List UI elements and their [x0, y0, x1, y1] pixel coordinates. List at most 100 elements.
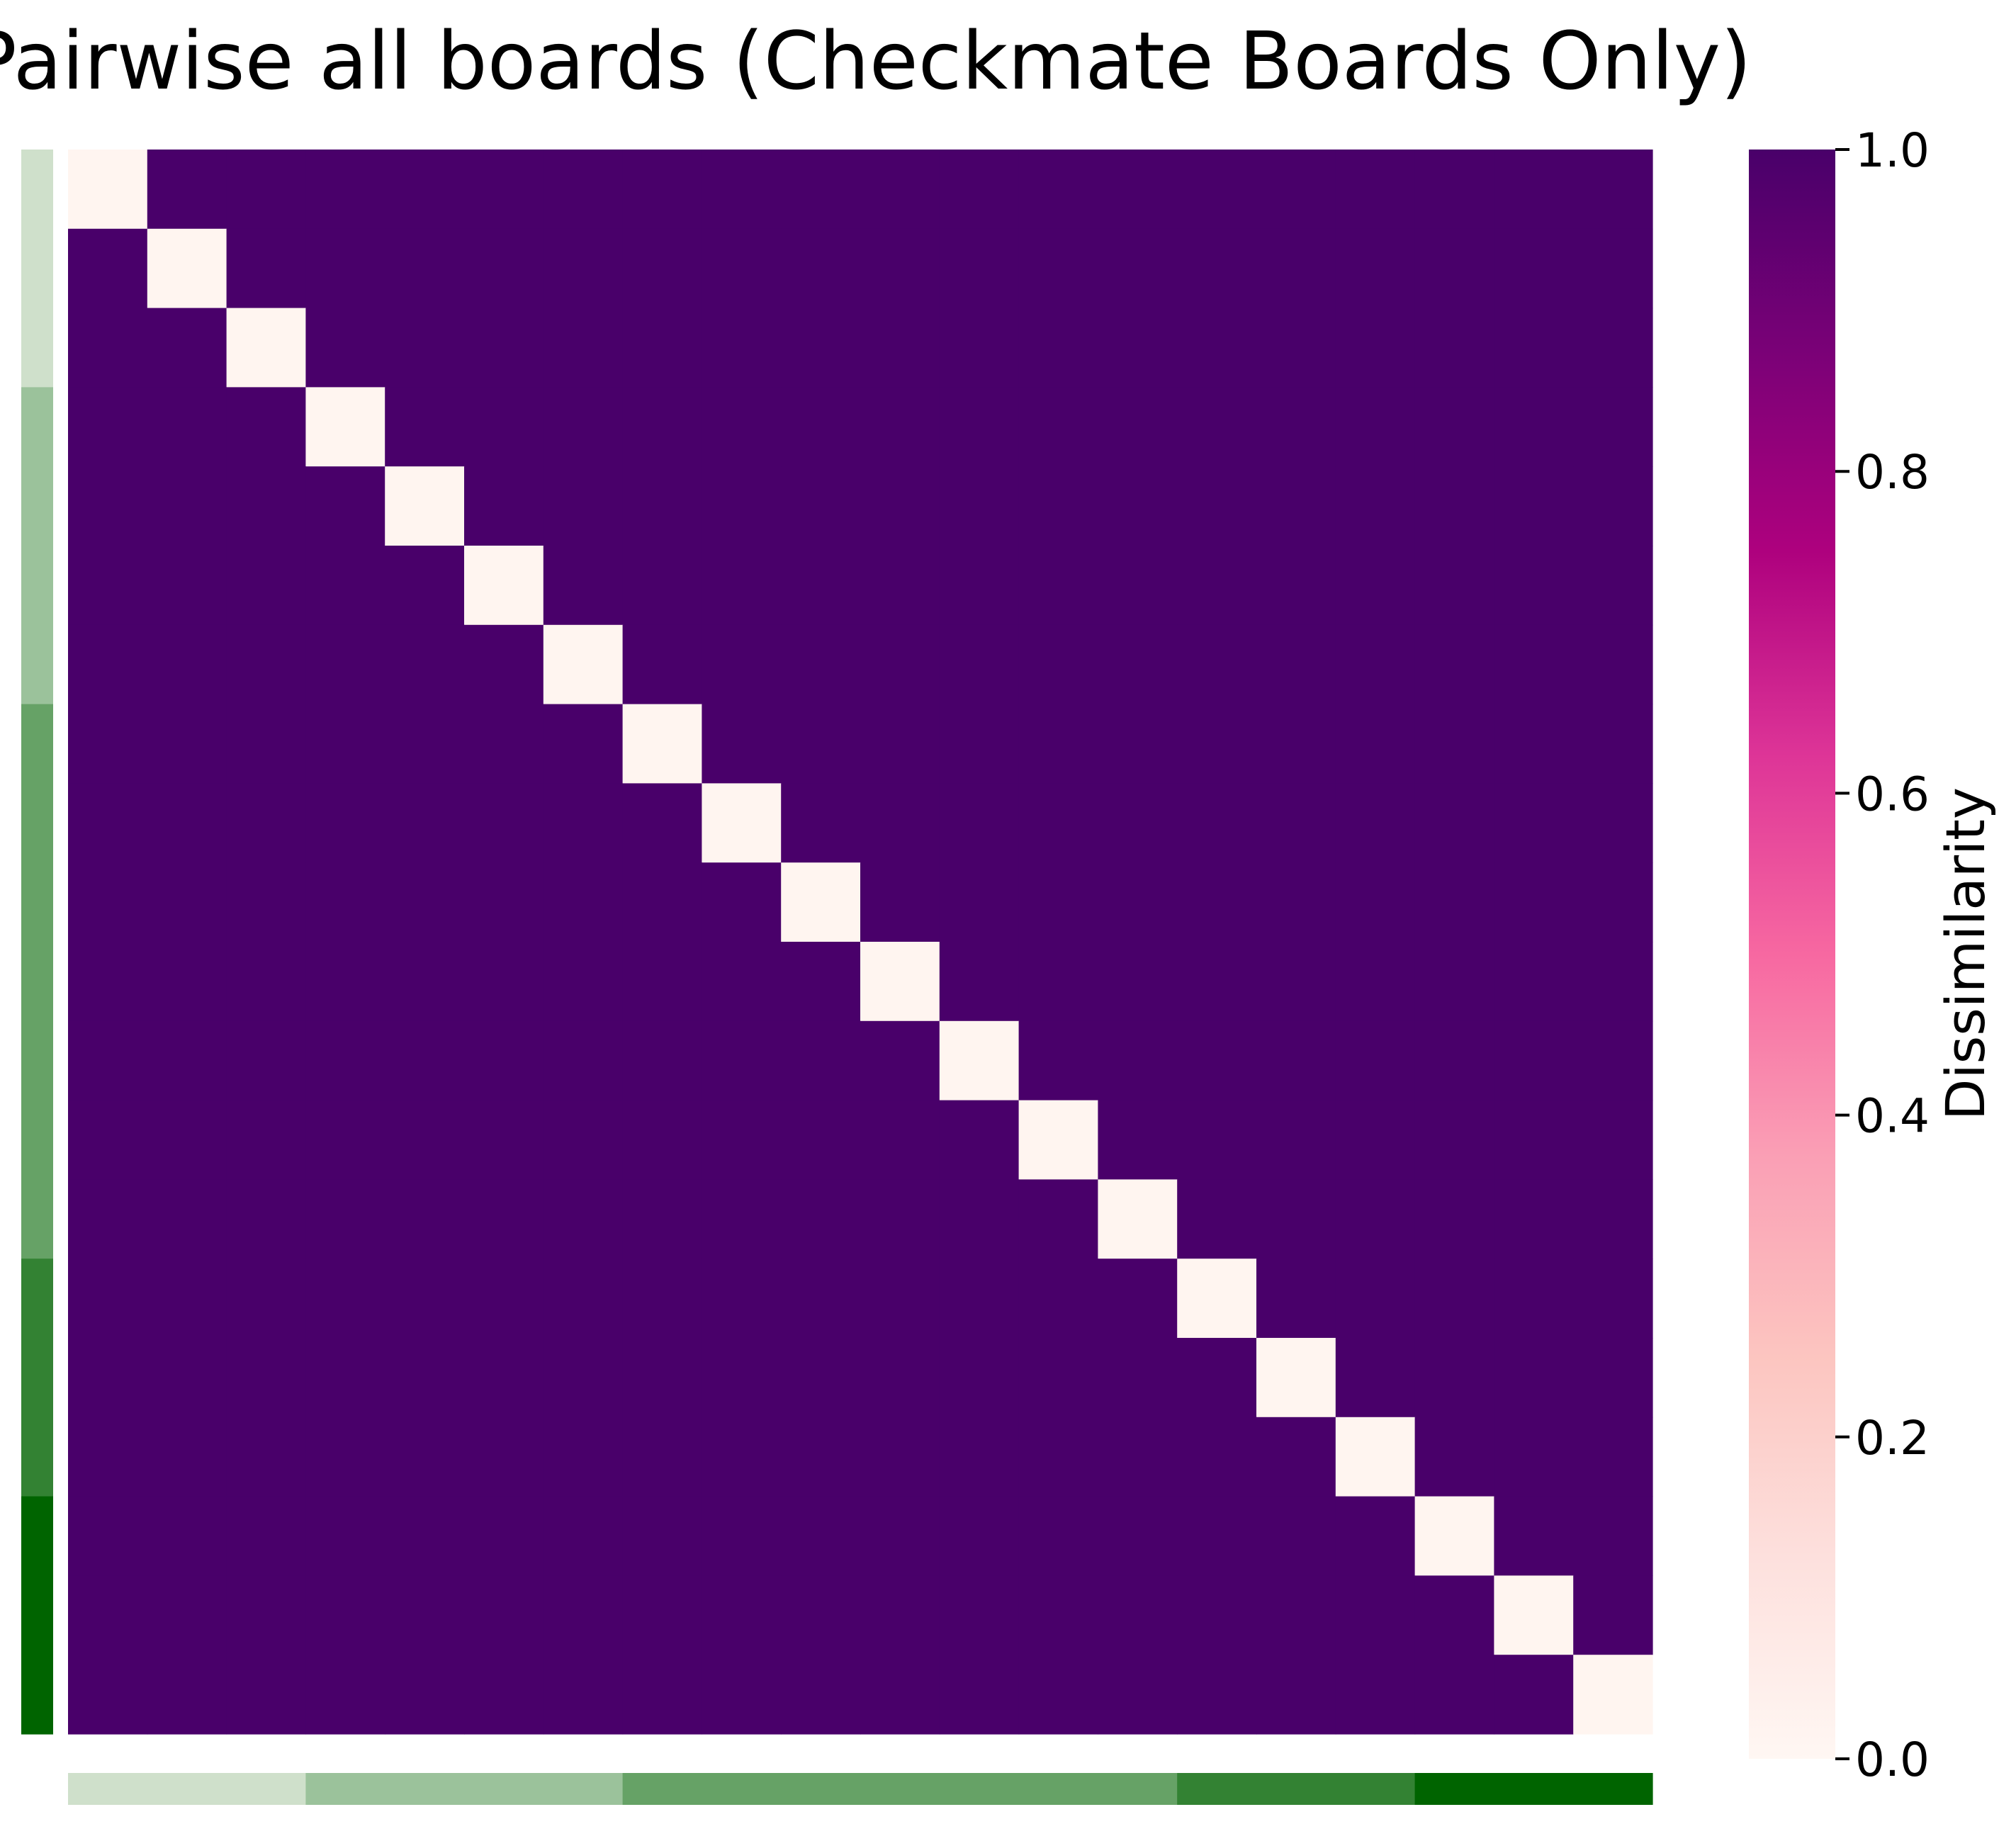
heatmap-cell: [1335, 1496, 1416, 1576]
heatmap-cell: [781, 1338, 861, 1418]
heatmap-cell: [622, 228, 702, 309]
heatmap-cell: [1414, 1020, 1494, 1101]
heatmap-cell: [1098, 1259, 1178, 1339]
heatmap-cell: [860, 1417, 940, 1497]
heatmap-cell: [1573, 228, 1653, 309]
heatmap-cell: [147, 1655, 227, 1735]
heatmap-cell: [622, 1259, 702, 1339]
heatmap-cell: [1573, 1575, 1653, 1655]
heatmap-cell: [1177, 1259, 1257, 1339]
heatmap-cell: [939, 783, 1020, 863]
heatmap-cell: [305, 1417, 385, 1497]
heatmap-cell: [622, 1417, 702, 1497]
heatmap-cell: [1098, 624, 1178, 705]
row-color-bar: [21, 150, 53, 1735]
heatmap-cell: [226, 1179, 306, 1259]
heatmap-cell: [1573, 704, 1653, 784]
heatmap-cell: [1573, 783, 1653, 863]
heatmap-cell: [1177, 546, 1257, 626]
heatmap-cell: [464, 1417, 544, 1497]
heatmap-cell: [385, 1496, 465, 1576]
heatmap-cell: [622, 1179, 702, 1259]
heatmap-cell: [385, 466, 465, 546]
heatmap-cell: [68, 308, 148, 388]
heatmap-cell: [781, 1417, 861, 1497]
heatmap-cell: [702, 704, 782, 784]
heatmap-cell: [1494, 308, 1574, 388]
heatmap-cell: [226, 704, 306, 784]
heatmap-cell: [543, 1259, 624, 1339]
heatmap-cell: [147, 1417, 227, 1497]
heatmap-cell: [860, 862, 940, 942]
heatmap-cell: [1018, 308, 1098, 388]
heatmap-cell: [860, 1655, 940, 1735]
heatmap-cell: [1256, 942, 1336, 1022]
heatmap-cell: [226, 466, 306, 546]
heatmap-cell: [464, 1100, 544, 1180]
heatmap-cell: [543, 1179, 624, 1259]
heatmap-cell: [1098, 1020, 1178, 1101]
heatmap-cell: [543, 1575, 624, 1655]
chart-title: Pairwise all boards (Checkmate Boards On…: [0, 16, 1752, 108]
heatmap-cell: [305, 1575, 385, 1655]
heatmap-cell: [939, 942, 1020, 1022]
heatmap-cell: [1256, 546, 1336, 626]
heatmap-cell: [147, 783, 227, 863]
heatmap-cell: [1018, 1575, 1098, 1655]
heatmap-cell: [464, 387, 544, 467]
heatmap-cell: [1256, 466, 1336, 546]
heatmap-cell: [147, 942, 227, 1022]
heatmap-cell: [1018, 1020, 1098, 1101]
heatmap-cell: [1018, 942, 1098, 1022]
column-group-color: [305, 1773, 624, 1805]
heatmap-cell: [1098, 1496, 1178, 1576]
heatmap-cell: [1414, 387, 1494, 467]
heatmap-cell: [1494, 783, 1574, 863]
heatmap-cell: [702, 308, 782, 388]
heatmap-cell: [385, 308, 465, 388]
heatmap-cell: [464, 1020, 544, 1101]
heatmap-cell: [1494, 546, 1574, 626]
heatmap-cell: [1256, 150, 1336, 230]
heatmap-cell: [226, 783, 306, 863]
heatmap-cell: [1098, 1417, 1178, 1497]
heatmap-cell: [860, 624, 940, 705]
heatmap-cell: [1177, 862, 1257, 942]
heatmap-cell: [1098, 783, 1178, 863]
heatmap-cell: [1573, 1338, 1653, 1418]
heatmap-cell: [1414, 1179, 1494, 1259]
heatmap-cell: [147, 1496, 227, 1576]
heatmap-cell: [702, 1179, 782, 1259]
colorbar-tick-label: 0.0: [1855, 1733, 1930, 1787]
heatmap-cell: [305, 228, 385, 309]
heatmap-cell: [860, 1575, 940, 1655]
heatmap-cell: [781, 942, 861, 1022]
heatmap-cell: [305, 862, 385, 942]
heatmap-cell: [702, 942, 782, 1022]
heatmap-cell: [1335, 228, 1416, 309]
heatmap-cell: [1494, 1575, 1574, 1655]
heatmap-cell: [702, 1496, 782, 1576]
heatmap-cell: [68, 150, 148, 230]
heatmap-cell: [702, 783, 782, 863]
heatmap-cell: [1098, 228, 1178, 309]
heatmap-cell: [1177, 1496, 1257, 1576]
heatmap-cell: [68, 546, 148, 626]
heatmap-cell: [1098, 704, 1178, 784]
heatmap-cell: [1018, 1100, 1098, 1180]
heatmap-cell: [1573, 1496, 1653, 1576]
heatmap-cell: [464, 624, 544, 705]
heatmap-cell: [305, 150, 385, 230]
heatmap-cell: [781, 624, 861, 705]
heatmap-cell: [147, 228, 227, 309]
heatmap-cell: [147, 624, 227, 705]
heatmap-cell: [543, 228, 624, 309]
heatmap-cell: [1335, 1338, 1416, 1418]
heatmap-cell: [1494, 1100, 1574, 1180]
heatmap-cell: [1018, 1417, 1098, 1497]
heatmap-cell: [305, 1020, 385, 1101]
heatmap-cell: [385, 1100, 465, 1180]
heatmap-cell: [385, 862, 465, 942]
heatmap-cell: [702, 1417, 782, 1497]
row-group-color: [21, 1496, 53, 1735]
